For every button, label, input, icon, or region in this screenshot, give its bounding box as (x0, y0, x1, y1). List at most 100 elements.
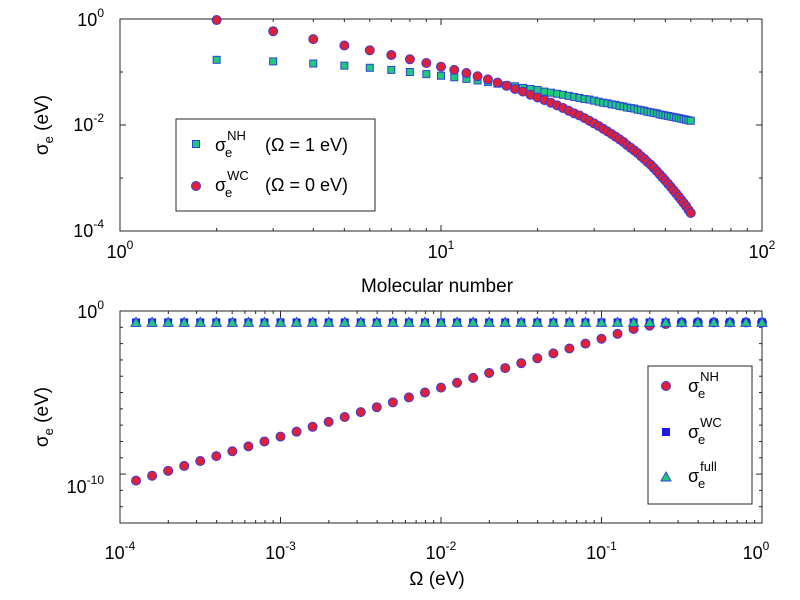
data-point-wc (482, 74, 493, 85)
data-point-full (675, 316, 688, 327)
data-point-nh (387, 65, 396, 74)
data-point-nh (179, 460, 190, 471)
bottom-points (130, 316, 768, 486)
data-point-full (194, 316, 207, 327)
data-point-full (451, 316, 463, 327)
data-point-full (370, 316, 383, 327)
data-point-nh (436, 382, 446, 393)
data-point-full (146, 316, 158, 327)
data-point-full (354, 316, 367, 327)
legend-marker-wc (662, 428, 670, 436)
top-y-axis-label: σe (eV) (32, 95, 56, 155)
data-point-wc (436, 61, 446, 72)
data-point-nh (580, 338, 591, 349)
data-point-full (691, 316, 704, 327)
data-point-full (290, 316, 303, 327)
data-point-full (419, 316, 431, 327)
data-point-full (595, 316, 608, 327)
data-point-wc (421, 57, 432, 68)
data-point-full (724, 316, 736, 327)
top-points (211, 15, 696, 218)
data-point-wc (492, 77, 503, 88)
data-point-full (611, 316, 624, 327)
data-point-nh (339, 412, 350, 422)
data-point-wc (339, 40, 350, 51)
data-point-wc (461, 68, 472, 79)
top-ytick-label: 100 (77, 6, 104, 30)
data-point-nh (548, 348, 559, 359)
data-point-full (627, 316, 640, 327)
data-point-nh (612, 328, 623, 339)
legend-marker-nh (192, 140, 200, 148)
data-point-full (515, 316, 528, 327)
data-point-nh (131, 475, 142, 486)
data-point-nh (596, 333, 607, 344)
data-point-full (740, 316, 752, 327)
data-point-full (130, 316, 142, 327)
top-legend: σNH e (Ω = 1 eV) σWC e (Ω = 0 eV) (175, 118, 376, 212)
bottom-ytick-label: 100 (77, 298, 104, 322)
legend-marker-nh (661, 381, 671, 391)
data-point-nh (484, 367, 495, 378)
data-point-nh (403, 392, 414, 403)
data-point-nh (309, 59, 318, 68)
top-ticks (119, 18, 763, 232)
data-point-full (643, 316, 656, 327)
bottom-x-axis-label: Ω (eV) (409, 569, 464, 590)
data-point-nh (516, 358, 527, 369)
top-xtick-label: 102 (749, 238, 776, 262)
data-point-full (708, 316, 720, 327)
data-point-wc (308, 34, 319, 45)
bottom-y-axis-label: σe (eV) (32, 387, 56, 447)
bottom-chart: 10-4 10-3 10-2 10-1 100 100 10-10 Ω (eV)… (32, 298, 770, 590)
data-point-nh (291, 426, 302, 437)
data-point-wc (211, 15, 222, 26)
data-point-full (274, 316, 287, 327)
data-point-wc (364, 45, 375, 56)
data-point-full (338, 316, 351, 327)
top-x-axis-label: Molecular number (361, 276, 514, 297)
data-point-nh (500, 363, 511, 374)
bottom-xtick-label: 100 (743, 539, 770, 563)
top-legend-box (175, 118, 376, 212)
data-point-nh (437, 71, 445, 80)
data-point-nh (387, 397, 398, 408)
data-point-nh (243, 441, 254, 452)
data-point-wc (404, 54, 415, 65)
data-point-wc (472, 71, 483, 82)
data-point-nh (340, 61, 349, 70)
top-xtick-label: 100 (107, 238, 134, 262)
data-point-full (756, 316, 768, 327)
data-point-full (226, 316, 239, 327)
data-point-nh (371, 402, 382, 413)
legend-marker-wc (191, 181, 201, 191)
bottom-xtick-label: 10-3 (265, 539, 296, 563)
data-point-nh (307, 421, 318, 432)
data-point-nh (405, 68, 414, 76)
data-point-nh (422, 70, 431, 79)
top-chart: 100 101 102 100 10-2 10-4 Molecular numb… (32, 6, 776, 297)
data-point-full (403, 316, 415, 327)
data-point-nh (147, 470, 158, 481)
bottom-xtick-label: 10-2 (426, 539, 457, 563)
data-point-nh (564, 343, 575, 354)
data-point-nh (269, 57, 278, 66)
data-point-nh (195, 456, 206, 467)
data-point-nh (532, 353, 543, 364)
data-point-full (579, 316, 592, 327)
data-point-wc (449, 64, 460, 75)
bottom-legend-label-wc: σWC e (688, 415, 722, 447)
data-point-full (322, 316, 335, 327)
data-point-full (563, 316, 576, 327)
data-point-nh (211, 451, 222, 462)
data-point-nh (355, 407, 366, 418)
data-point-full (210, 316, 223, 327)
data-point-nh (419, 387, 430, 398)
data-point-full (659, 316, 672, 327)
bottom-legend-label-nh: σNH e (688, 369, 719, 401)
data-point-nh (468, 372, 479, 383)
data-point-nh (212, 55, 221, 64)
data-point-full (258, 316, 271, 327)
data-point-nh (540, 87, 549, 96)
